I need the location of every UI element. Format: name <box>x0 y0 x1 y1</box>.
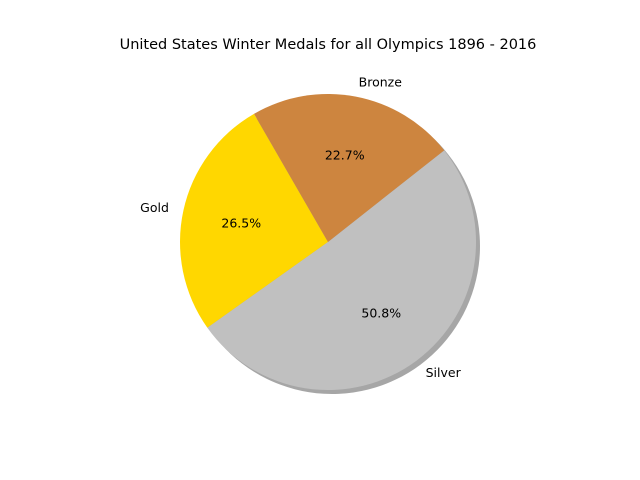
chart-title: United States Winter Medals for all Olym… <box>120 37 537 53</box>
pie-slices <box>180 93 476 390</box>
pie-slice-silver <box>207 150 476 390</box>
slice-label-gold: Gold <box>140 200 169 215</box>
slice-label-bronze: Bronze <box>359 75 403 90</box>
pct-label-bronze: 22.7% <box>325 147 365 162</box>
pie-labels: Gold 26.5% Silver 50.8% Bronze 22.7% <box>140 75 461 380</box>
pct-label-gold: 26.5% <box>221 216 261 231</box>
pct-label-silver: 50.8% <box>361 306 401 321</box>
pie-slice-gold <box>180 113 328 328</box>
slice-label-silver: Silver <box>426 365 462 380</box>
pie-slice-bronze <box>254 93 445 242</box>
